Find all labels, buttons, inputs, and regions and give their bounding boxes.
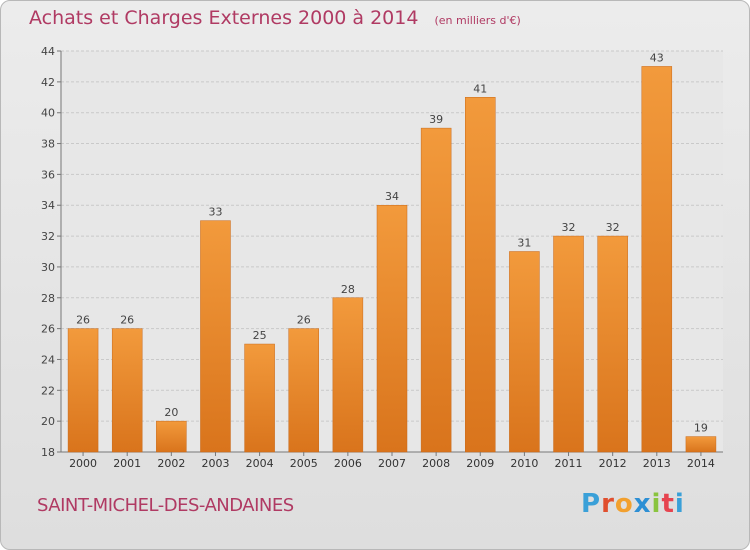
logo-letter: i	[651, 489, 662, 519]
x-tick-label: 2004	[246, 457, 274, 470]
x-tick-label: 2000	[69, 457, 97, 470]
bar	[376, 204, 408, 453]
x-tick-label: 2001	[113, 457, 141, 470]
y-tick-label: 30	[41, 261, 55, 274]
x-tick-label: 2003	[201, 457, 229, 470]
x-tick-label: 2011	[555, 457, 583, 470]
data-label: 26	[120, 314, 134, 327]
x-tick-label: 2012	[599, 457, 627, 470]
bar	[156, 420, 187, 453]
bar	[553, 235, 584, 453]
y-tick-label: 20	[41, 415, 55, 428]
bar	[420, 127, 452, 453]
x-tick-label: 2006	[334, 457, 362, 470]
data-label: 20	[164, 406, 178, 419]
bar	[685, 436, 717, 453]
data-label: 33	[208, 206, 222, 219]
logo-letter: i	[674, 489, 685, 519]
x-tick-label: 2002	[157, 457, 185, 470]
data-label: 26	[297, 314, 311, 327]
bar	[509, 251, 540, 453]
y-tick-label: 18	[41, 446, 55, 459]
data-label: 25	[253, 329, 267, 342]
x-tick-label: 2010	[510, 457, 538, 470]
bar	[465, 97, 496, 453]
y-tick-label: 44	[41, 45, 55, 58]
data-label: 39	[429, 113, 443, 126]
data-label: 34	[385, 190, 399, 203]
data-label: 28	[341, 283, 355, 296]
data-label: 26	[76, 314, 90, 327]
logo-letter: x	[633, 489, 652, 519]
data-label: 41	[473, 82, 487, 95]
bar	[641, 66, 673, 453]
y-tick-label: 36	[41, 168, 55, 181]
y-tick-label: 22	[41, 384, 55, 397]
data-label: 32	[562, 221, 576, 234]
logo-letter: o	[614, 489, 634, 519]
chart-unit: (en milliers d'€)	[434, 14, 521, 27]
y-tick-label: 28	[41, 292, 55, 305]
bar	[288, 328, 319, 453]
bar	[67, 328, 99, 453]
bar	[597, 235, 628, 453]
data-label: 31	[517, 237, 531, 250]
bar	[244, 343, 275, 453]
chart-title: Achats et Charges Externes 2000 à 2014	[29, 7, 419, 29]
proxiti-logo[interactable]: Proxiti	[581, 489, 685, 519]
logo-letter: t	[661, 489, 675, 519]
commune-name: SAINT-MICHEL-DES-ANDAINES	[37, 495, 294, 516]
x-tick-label: 2005	[290, 457, 318, 470]
bar	[332, 297, 364, 453]
y-tick-label: 32	[41, 230, 55, 243]
y-tick-label: 34	[41, 199, 55, 212]
data-label: 19	[694, 422, 708, 435]
data-label: 43	[650, 51, 664, 64]
bar	[200, 220, 231, 453]
logo-letter: P	[581, 489, 602, 519]
data-label: 32	[606, 221, 620, 234]
y-tick-label: 26	[41, 323, 55, 336]
y-tick-label: 24	[41, 353, 55, 366]
chart-title-block: Achats et Charges Externes 2000 à 2014 (…	[29, 7, 521, 29]
x-tick-label: 2007	[378, 457, 406, 470]
y-tick-label: 42	[41, 76, 55, 89]
logo-letter: r	[601, 489, 615, 519]
x-tick-label: 2014	[687, 457, 715, 470]
x-tick-label: 2008	[422, 457, 450, 470]
y-tick-label: 38	[41, 138, 55, 151]
x-tick-label: 2009	[466, 457, 494, 470]
bar	[111, 328, 143, 453]
x-tick-label: 2013	[643, 457, 671, 470]
y-tick-label: 40	[41, 107, 55, 120]
